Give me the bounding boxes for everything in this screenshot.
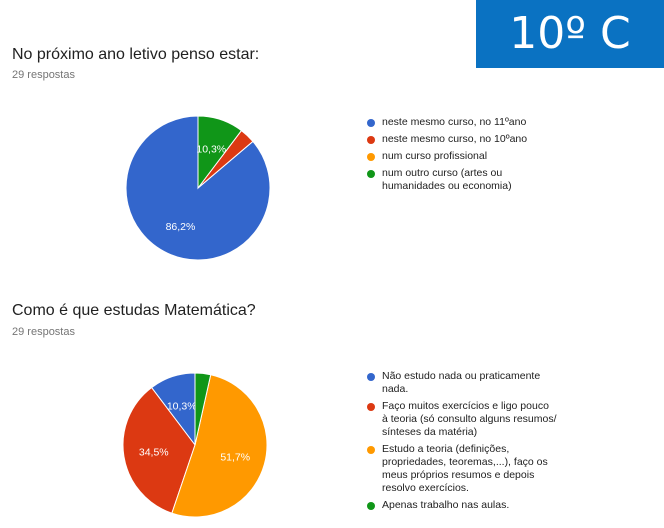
legend-label: neste mesmo curso, no 10ºano — [382, 133, 528, 145]
legend-swatch — [367, 136, 375, 144]
legend-swatch — [367, 403, 375, 411]
legend-label: Apenas trabalho nas aulas. — [382, 499, 510, 511]
slice-label: 34,5% — [139, 447, 169, 459]
legend-label: Faço muitos exercícios e ligo pouco — [382, 400, 549, 412]
pie-slice — [194, 372, 212, 446]
question-title: Como é que estudas Matemática? — [12, 302, 256, 319]
pie-chart: 10,3% 34,5% 51,7% — [122, 372, 268, 518]
slice-label: 51,7% — [220, 451, 250, 463]
legend-item: num curso profissional — [366, 150, 566, 163]
legend-swatch — [367, 502, 375, 510]
legend-swatch — [367, 373, 375, 381]
legend-label: num outro curso (artes ou — [382, 167, 503, 179]
pie-slice — [122, 386, 196, 514]
question-title: No próximo ano letivo penso estar: — [12, 46, 260, 63]
legend-label: humanidades ou economia) — [382, 180, 512, 192]
slice-label: 10,3% — [196, 143, 226, 155]
legend-item: Apenas trabalho nas aulas. — [366, 499, 586, 512]
slice-label: 10,3% — [167, 400, 197, 412]
legend-swatch — [367, 153, 375, 161]
response-count: 29 respostas — [12, 326, 75, 338]
legend-item: Não estudo nada ou praticamente nada. — [366, 370, 586, 396]
legend-item: neste mesmo curso, no 10ºano — [366, 133, 566, 146]
question-block-study-method: Como é que estudas Matemática? 29 respos… — [0, 290, 664, 528]
legend-label: num curso profissional — [382, 150, 488, 162]
legend-swatch — [367, 446, 375, 454]
legend-item: Faço muitos exercícios e ligo pouco à teo… — [366, 400, 586, 439]
legend-label: sínteses da matéria) — [382, 426, 478, 438]
legend-label: Estudo a teoria (definições, — [382, 443, 510, 455]
response-count: 29 respostas — [12, 69, 75, 81]
legend-swatch — [367, 119, 375, 127]
legend-label: Não estudo nada ou praticamente — [382, 370, 541, 382]
legend-label: propriedades, teoremas,...), faço os — [382, 456, 548, 468]
legend-swatch — [367, 170, 375, 178]
legend-item: Estudo a teoria (definições, propriedades… — [366, 443, 586, 495]
pie-slice — [171, 374, 268, 518]
class-badge: 10º C — [476, 0, 664, 68]
slice-label: 86,2% — [166, 221, 196, 233]
legend-item: num outro curso (artes ou humanidades ou … — [366, 167, 566, 193]
legend-label: à teoria (só consulto alguns resumos/ — [382, 413, 557, 425]
legend-label: meus próprios resumos e depois — [382, 469, 535, 481]
question-block-next-year: No próximo ano letivo penso estar: 29 re… — [12, 46, 566, 261]
legend-label: nada. — [382, 383, 409, 395]
pie-slice — [197, 115, 243, 190]
legend-item: neste mesmo curso, no 11ºano — [366, 116, 566, 129]
legend-label: neste mesmo curso, no 11ºano — [382, 116, 527, 128]
legend-label: resolvo exercícios. — [382, 482, 469, 494]
pie-chart: 86,2% 10,3% — [125, 115, 271, 261]
chart-legend: neste mesmo curso, no 11ºano neste mesmo … — [366, 116, 566, 197]
chart-legend: Não estudo nada ou praticamente nada. Faço… — [366, 370, 586, 516]
